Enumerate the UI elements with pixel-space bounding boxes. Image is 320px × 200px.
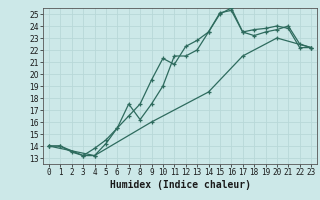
X-axis label: Humidex (Indice chaleur): Humidex (Indice chaleur) — [109, 180, 251, 190]
